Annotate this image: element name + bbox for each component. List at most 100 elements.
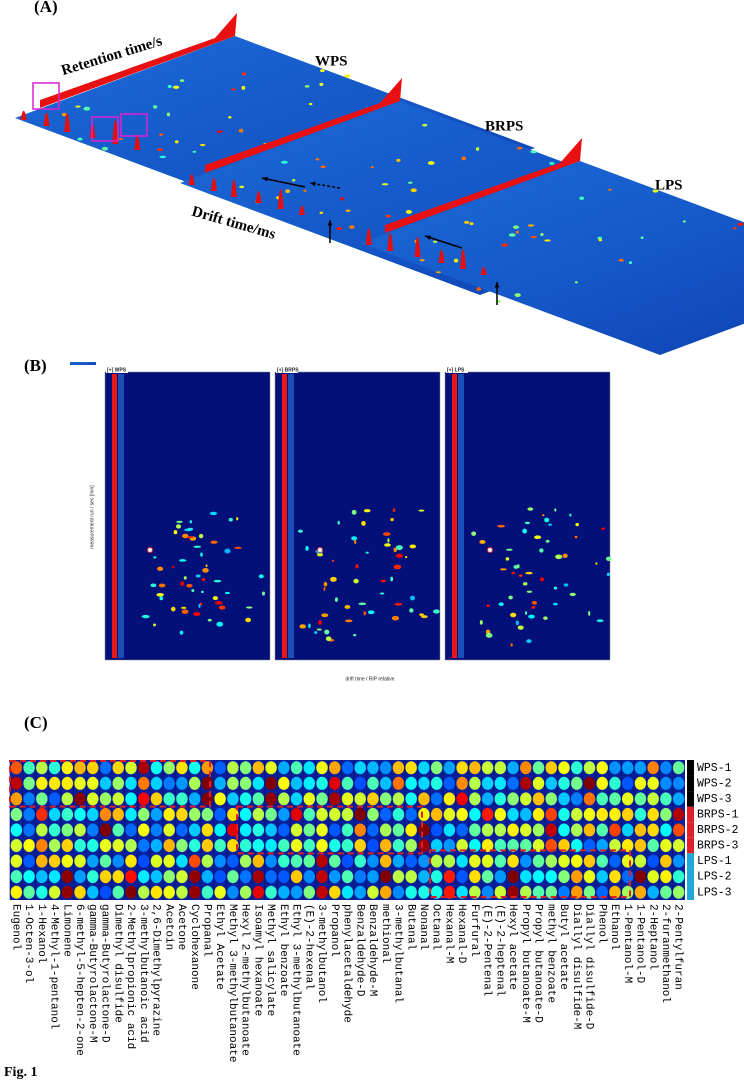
heatmap-cell — [99, 823, 112, 837]
heatmap-cell — [252, 823, 265, 837]
heatmap-cell — [201, 823, 214, 837]
heatmap-cell — [112, 807, 124, 821]
signal-spot — [393, 547, 398, 553]
heatmap-cell — [227, 792, 239, 806]
heatmap-cell — [48, 807, 61, 821]
heatmap-cell — [443, 792, 456, 806]
peak — [608, 188, 612, 191]
heatmap-cell — [443, 839, 456, 853]
compound-label: 1-Pentanol-M — [621, 904, 633, 983]
signal-spot — [409, 608, 414, 613]
sample-label: LPS-3 — [697, 886, 732, 899]
heatmap-cell — [532, 854, 545, 868]
heatmap-cell — [571, 776, 583, 790]
heatmap-cell — [634, 839, 647, 853]
heatmap-cell — [379, 839, 392, 853]
heatmap-cell — [660, 823, 672, 837]
heatmap-cell — [379, 807, 392, 821]
peak — [387, 232, 394, 251]
heatmap-cell — [634, 792, 647, 806]
signal-spot — [524, 521, 530, 525]
heatmap-cell — [443, 854, 456, 868]
heatmap-cell — [112, 792, 124, 806]
heatmap-cell — [494, 854, 507, 868]
heatmap-cell — [609, 854, 621, 868]
heatmap-cell — [494, 839, 507, 853]
heatmap-cell — [520, 885, 532, 899]
heatmap-cell — [520, 839, 532, 853]
heatmap-cell — [609, 792, 621, 806]
arrow — [261, 177, 306, 188]
title-bg — [446, 367, 468, 373]
signal-spot — [542, 514, 545, 517]
heatmap-cell — [36, 854, 48, 868]
peak — [652, 189, 659, 193]
rip-ridge — [205, 78, 402, 173]
heatmap-cell — [290, 807, 303, 821]
heatmap-cell — [290, 854, 303, 868]
signal-spot — [317, 547, 323, 553]
heatmap-cell — [137, 885, 150, 899]
heatmap-cell — [456, 854, 468, 868]
signal-spot — [209, 511, 218, 516]
heatmap-cell — [329, 823, 341, 837]
heatmap-cell — [545, 776, 558, 790]
heatmap-cell — [430, 776, 443, 790]
heatmap-cell — [316, 854, 328, 868]
compound-label: 4-Methyl-1-pentanol — [48, 904, 60, 1029]
plot-title: [+] WPS — [107, 367, 127, 373]
heatmap-cell — [10, 854, 23, 868]
heatmap-cell — [660, 807, 672, 821]
heatmap-cell — [660, 792, 672, 806]
compound-label: 2,6-Dimethylpyrazine — [150, 904, 162, 1036]
heatmap-cell — [112, 761, 124, 775]
heatmap-cell — [341, 807, 354, 821]
heatmap-cell — [341, 885, 354, 899]
heatmap-cell — [303, 870, 316, 884]
heatmap-cell — [418, 776, 430, 790]
heatmap-cell — [621, 792, 634, 806]
heatmap-cell — [23, 885, 35, 899]
heatmap-cell — [367, 792, 379, 806]
heatmap-cell — [558, 807, 570, 821]
heatmap-cell — [392, 761, 405, 775]
heatmap-cell — [239, 885, 252, 899]
peak — [370, 166, 374, 169]
heatmap-cell — [61, 761, 74, 775]
heatmap-cell — [137, 854, 150, 868]
heatmap-cell — [660, 885, 672, 899]
peak — [303, 189, 307, 192]
heatmap-cell — [392, 854, 405, 868]
compound-label: Hexyl acetate — [506, 904, 518, 990]
signal-spot — [150, 583, 157, 588]
signal-spot — [297, 529, 304, 533]
signal-spot — [384, 543, 391, 547]
signal-spot — [569, 592, 576, 597]
signal-spot — [367, 610, 375, 615]
heatmap-cell — [252, 854, 265, 868]
signal-spot — [323, 581, 328, 587]
signal-spot — [180, 581, 185, 586]
peak — [228, 116, 232, 119]
heatmap-cell — [354, 761, 366, 775]
heatmap-cell — [239, 761, 252, 775]
signal-spot — [471, 531, 477, 536]
heatmap-cell — [469, 776, 481, 790]
heatmap-cell — [494, 776, 507, 790]
heatmap-cell — [621, 807, 634, 821]
heatmap-cell — [481, 885, 494, 899]
signal-spot — [363, 611, 367, 616]
heatmap-cell — [61, 839, 74, 853]
arrow-head — [425, 235, 431, 240]
heatmap-cell — [469, 761, 481, 775]
rip-ridge — [385, 138, 582, 233]
signal-spot — [236, 517, 239, 521]
signal-spot — [487, 547, 493, 553]
peak — [381, 183, 389, 186]
heatmap-cell — [176, 870, 188, 884]
heatmap-cell — [520, 854, 532, 868]
signal-spot — [317, 552, 324, 557]
heatmap-cell — [405, 839, 417, 853]
heatmap-cell — [316, 885, 328, 899]
heatmap-cell — [469, 823, 481, 837]
